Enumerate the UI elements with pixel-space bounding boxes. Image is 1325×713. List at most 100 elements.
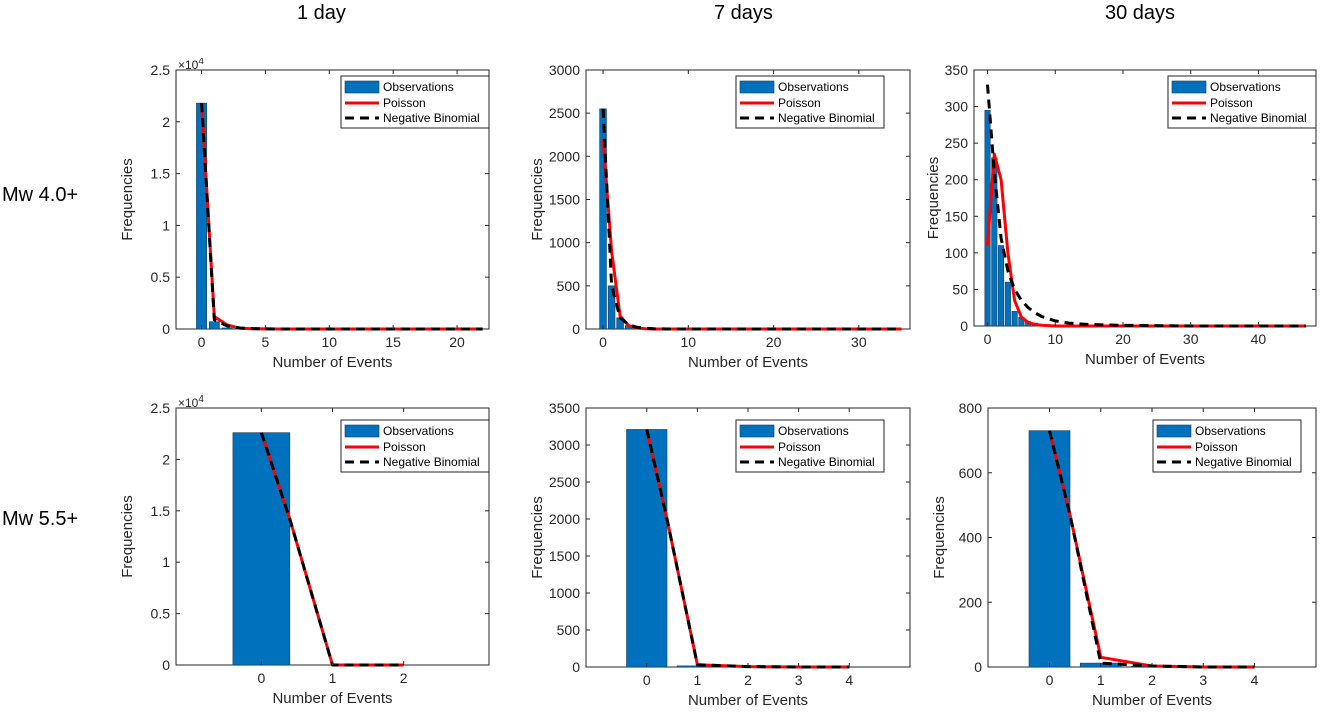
negative-binomial-line: [1048, 430, 1255, 669]
legend-label-negative-binomial: Negative Binomial: [383, 111, 480, 125]
y-tick-label: 0: [162, 321, 170, 337]
y-tick-label: 0: [572, 321, 580, 337]
y-tick-label: 2.5: [151, 400, 171, 416]
legend-label-poisson: Poisson: [778, 440, 821, 454]
x-tick-label: 20: [1115, 331, 1131, 347]
y-exponent-base: ×10: [178, 58, 199, 72]
negative-binomial-line: [645, 429, 850, 669]
x-tick-label: 10: [322, 334, 338, 350]
legend-swatch-observations: [344, 80, 380, 94]
row-title-mw-5-5: Mw 5.5+: [2, 508, 79, 530]
x-axis-label: Number of Events: [688, 354, 808, 371]
chart-mw55-7-days: 0 500 1000 1500 2000 2500 3000 3500 0 1 2 3 4 Number …: [529, 400, 911, 709]
legend-label-poisson: Poisson: [778, 96, 821, 110]
legend-swatch-observations: [1156, 424, 1192, 438]
row-title-mw-4: Mw 4.0+: [2, 184, 79, 206]
legend-swatch-observations: [1171, 80, 1207, 94]
y-tick-label: 2000: [549, 511, 580, 527]
x-tick-label: 20: [766, 334, 782, 350]
y-tick-label: 350: [945, 62, 969, 78]
x-tick-label: 3: [795, 672, 803, 688]
x-axis-label: Number of Events: [688, 692, 808, 709]
column-title-7-days: 7 days: [714, 2, 773, 24]
x-tick-label: 3: [1199, 672, 1207, 688]
y-exponent-power: 4: [198, 394, 204, 405]
x-tick-label: 0: [1046, 672, 1054, 688]
legend-label-observations: Observations: [1210, 80, 1281, 94]
x-tick-label: 0: [599, 334, 607, 350]
y-tick-label: 0: [974, 659, 982, 675]
y-tick-label: 500: [557, 622, 581, 638]
observation-bar: [607, 285, 616, 330]
y-tick-label: 3000: [549, 437, 580, 453]
y-axis-label: Frequencies: [119, 495, 136, 578]
negative-binomial-line: [259, 432, 404, 667]
x-axis-label: Number of Events: [272, 690, 392, 707]
observation-bar: [221, 327, 233, 330]
observation-bar: [208, 321, 220, 330]
y-tick-label: 300: [945, 99, 969, 115]
legend-label-poisson: Poisson: [383, 440, 426, 454]
x-tick-label: 40: [1251, 331, 1267, 347]
observation-bar: [1004, 281, 1011, 327]
x-tick-label: 1: [329, 670, 337, 686]
x-axis-label: Number of Events: [1085, 351, 1205, 368]
x-tick-label: 5: [262, 334, 270, 350]
legend-label-negative-binomial: Negative Binomial: [778, 111, 875, 125]
negative-binomial-line: [200, 103, 483, 331]
x-axis-label: Number of Events: [272, 354, 392, 371]
legend-label-negative-binomial: Negative Binomial: [1195, 455, 1292, 469]
y-tick-label: 400: [959, 530, 983, 546]
legend-label-observations: Observations: [778, 80, 849, 94]
observation-bar: [196, 102, 207, 330]
chart-mw4-1-day: 0 0.5 1 1.5 2 2.5 0 5 10 15 20 Number of Events Freq…: [119, 58, 490, 371]
y-tick-label: 200: [959, 594, 983, 610]
legend-swatch-observations: [739, 80, 775, 94]
negative-binomial-line: [986, 84, 1306, 328]
legend-label-poisson: Poisson: [1195, 440, 1238, 454]
legend-label-poisson: Poisson: [383, 96, 426, 110]
y-tick-label: 0.5: [151, 269, 171, 285]
x-tick-label: 0: [257, 670, 265, 686]
legend-label-negative-binomial: Negative Binomial: [383, 455, 480, 469]
y-tick-label: 2: [162, 451, 170, 467]
legend-label-observations: Observations: [778, 424, 849, 438]
y-tick-label: 2: [162, 114, 170, 130]
legend-label-observations: Observations: [383, 424, 454, 438]
y-tick-label: 0: [960, 318, 968, 334]
y-tick-label: 2500: [549, 474, 580, 490]
y-tick-label: 1.5: [151, 166, 171, 182]
x-tick-label: 4: [1251, 672, 1259, 688]
x-tick-label: 1: [693, 672, 701, 688]
y-axis-label: Frequencies: [529, 158, 546, 241]
x-tick-label: 4: [845, 672, 853, 688]
y-exponent-label: ×104: [178, 58, 204, 72]
x-tick-label: 20: [449, 334, 465, 350]
x-tick-label: 0: [643, 672, 651, 688]
y-axis-label: Frequencies: [925, 157, 942, 240]
y-tick-label: 1000: [549, 235, 580, 251]
column-title-1-day: 1 day: [297, 2, 346, 24]
legend-label-negative-binomial: Negative Binomial: [1210, 111, 1307, 125]
x-tick-label: 0: [984, 331, 992, 347]
y-tick-label: 100: [945, 245, 969, 261]
x-tick-label: 15: [385, 334, 401, 350]
y-tick-label: 500: [557, 278, 581, 294]
y-tick-label: 600: [959, 465, 983, 481]
y-tick-label: 2000: [549, 148, 580, 164]
y-tick-label: 1.5: [151, 503, 171, 519]
y-tick-label: 2.5: [151, 62, 171, 78]
y-tick-label: 3500: [549, 400, 580, 416]
observation-bar: [232, 432, 291, 666]
y-tick-label: 0: [572, 659, 580, 675]
chart-mw4-30-days: 0 50 100 150 200 250 300 350 0 10 20 30 40 Number of …: [925, 62, 1317, 368]
y-tick-label: 800: [959, 400, 983, 416]
x-axis-label: Number of Events: [1092, 692, 1212, 709]
y-tick-label: 200: [945, 172, 969, 188]
x-tick-label: 0: [198, 334, 206, 350]
y-tick-label: 2500: [549, 105, 580, 121]
x-tick-label: 2: [744, 672, 752, 688]
y-tick-label: 1500: [549, 192, 580, 208]
y-exponent-label: ×104: [178, 394, 204, 410]
chart-mw55-30-days: 0 200 400 600 800 0 1 2 3 4 Number of Events Freque…: [931, 400, 1317, 709]
